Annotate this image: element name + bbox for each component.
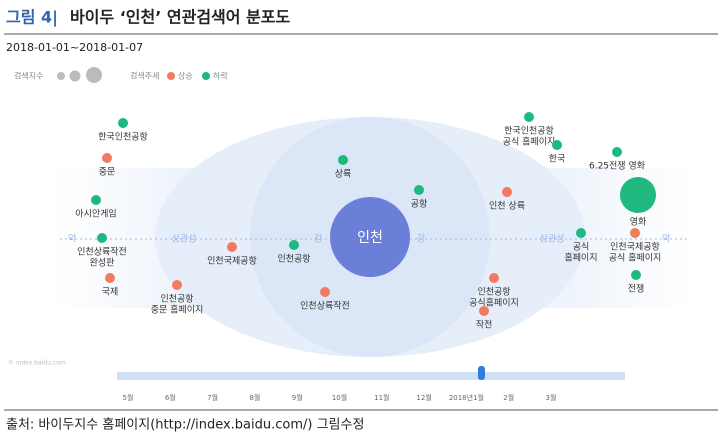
legend-down: 하락 — [213, 71, 228, 81]
legend-up: 상승 — [178, 71, 193, 81]
timeline-label: 8월 — [249, 393, 260, 402]
node-label: 인천상륙작전 — [77, 247, 127, 258]
node-label: 공식 홈페이지 — [503, 136, 556, 148]
legend-down-dot — [202, 72, 210, 80]
node-dot — [105, 273, 115, 283]
node-dot — [414, 185, 424, 195]
node-dot — [97, 233, 107, 243]
timeline-label: 7월 — [207, 393, 218, 402]
node-label: 공식홈페이지 — [469, 297, 519, 309]
node-label: 인천 상륙 — [489, 201, 525, 212]
node-label: 완성판 — [90, 258, 115, 269]
node-dot — [631, 270, 641, 280]
timeline-label: 2월 — [503, 393, 514, 402]
ring-label: 상관성 — [172, 234, 197, 245]
legend-size — [57, 72, 65, 80]
legend-size — [86, 67, 102, 83]
timeline-bar — [117, 372, 625, 380]
source: 출처: 바이두지수 홈페이지(http://index.baidu.com/) … — [6, 418, 364, 433]
legend-size-label: 검색지수 — [14, 71, 43, 81]
node-dot — [118, 118, 128, 128]
ring-label: 강 — [314, 234, 322, 245]
node-dot — [479, 306, 489, 316]
node-label: 공식 홈페이지 — [609, 252, 662, 264]
node-dot — [91, 195, 101, 205]
ring-label: 약 — [68, 233, 76, 245]
timeline-label: 6월 — [165, 393, 176, 402]
node-label: 인천국제공항 — [610, 242, 660, 253]
node-label: 인천상륙작전 — [300, 301, 350, 312]
node-label: 국제 — [102, 287, 119, 298]
title: 바이두 ‘인천’ 연관검색어 분포도 — [70, 8, 291, 27]
figure-label: 그림 4| — [6, 8, 58, 28]
node-dot — [630, 228, 640, 238]
node-label: 작전 — [476, 320, 493, 331]
node-dot — [502, 187, 512, 197]
node-label: 중문 홈페이지 — [151, 304, 204, 316]
ring-label: 약 — [662, 233, 670, 245]
node-label: 한국인천공항 — [98, 132, 148, 143]
timeline-label: 9월 — [292, 393, 303, 402]
node-dot — [102, 153, 112, 163]
node-label: 인천국제공항 — [207, 256, 257, 267]
node-label: 한국 — [549, 154, 566, 165]
node-dot — [227, 242, 237, 252]
center-node — [330, 197, 410, 277]
timeline-label: 12월 — [416, 393, 431, 402]
node-dot — [612, 147, 622, 157]
node-dot — [320, 287, 330, 297]
timeline-label: 5월 — [123, 393, 134, 402]
node-label: 인천공항 — [477, 287, 510, 298]
legend-trend-label: 검색추세 — [130, 71, 159, 81]
node-label: 중문 — [99, 167, 116, 178]
node-dot — [576, 228, 586, 238]
timeline-label: 2018년1월 — [449, 393, 484, 402]
timeline-label: 11월 — [374, 393, 389, 402]
ring-label: 상관성 — [540, 234, 565, 245]
node-label: 공항 — [411, 199, 428, 210]
center-label: 인천 — [357, 230, 383, 246]
node-label: 한국인천공항 — [504, 126, 554, 137]
legend-size — [69, 70, 81, 82]
timeline-handle[interactable] — [478, 366, 485, 380]
timeline-label: 10월 — [332, 393, 347, 402]
node-dot — [552, 140, 562, 150]
node-label: 전쟁 — [628, 284, 645, 295]
node-dot — [172, 280, 182, 290]
node-dot — [620, 177, 656, 213]
legend-up-dot — [167, 72, 175, 80]
node-label: 인천공항 — [160, 294, 193, 305]
node-label: 공식 — [573, 242, 590, 253]
date-range: 2018-01-01~2018-01-07 — [6, 41, 143, 54]
node-dot — [489, 273, 499, 283]
node-dot — [289, 240, 299, 250]
node-label: 6.25전쟁 영화 — [589, 161, 645, 172]
node-label: 아시안게임 — [75, 208, 116, 220]
node-label: 인천공항 — [277, 254, 310, 265]
node-label: 영화 — [630, 217, 647, 228]
watermark: © index.baidu.com — [8, 360, 66, 367]
node-label: 홈페이지 — [564, 252, 597, 264]
node-label: 상륙 — [335, 169, 352, 180]
timeline-label: 3월 — [546, 393, 557, 402]
node-dot — [524, 112, 534, 122]
ring-label: 강 — [417, 234, 425, 245]
node-dot — [338, 155, 348, 165]
